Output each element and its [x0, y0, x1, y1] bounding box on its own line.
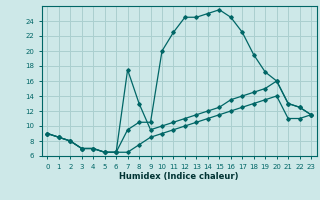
X-axis label: Humidex (Indice chaleur): Humidex (Indice chaleur): [119, 172, 239, 181]
